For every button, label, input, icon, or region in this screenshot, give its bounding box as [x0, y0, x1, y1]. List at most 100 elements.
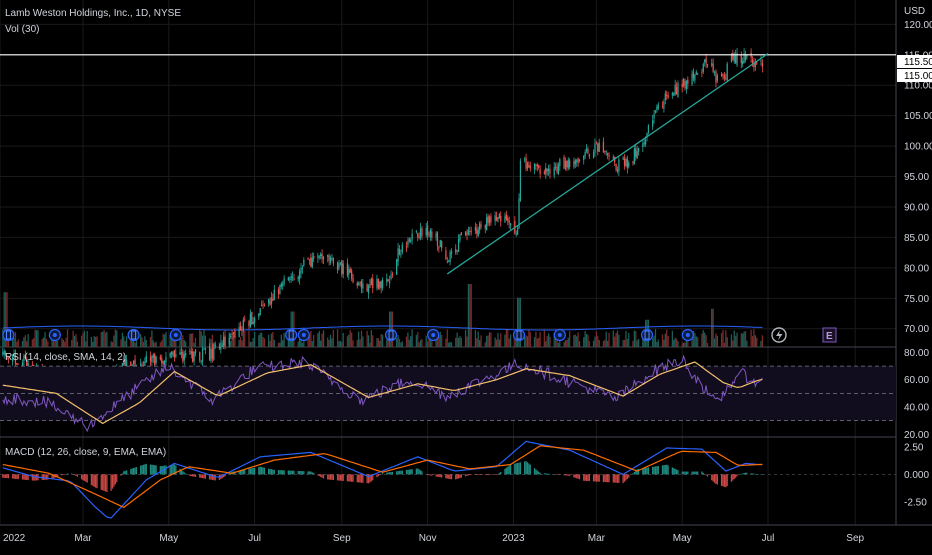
event-markers[interactable]	[2, 328, 694, 342]
volume-legend[interactable]: Vol (30)	[5, 24, 40, 35]
macd-hist-bar	[321, 474, 323, 478]
event-marker[interactable]	[640, 328, 654, 342]
volume-bar	[100, 332, 102, 347]
event-marker[interactable]	[681, 328, 694, 342]
event-marker[interactable]	[553, 328, 566, 342]
macd-hist-bar	[675, 469, 678, 475]
volume-bar	[425, 335, 427, 347]
macd-hist-bar	[21, 474, 24, 480]
volume-bar	[681, 342, 683, 347]
time-axis[interactable]: 2022 Mar May Jul Sep Nov 2023 Mar May Jul Sep	[3, 533, 865, 544]
macd-hist-bar	[469, 474, 471, 475]
macd-legend[interactable]: MACD (12, 26, close, 9, EMA, EMA)	[5, 447, 167, 458]
volume-bar	[307, 331, 309, 347]
event-marker[interactable]	[384, 328, 398, 342]
candle-body	[125, 359, 128, 369]
volume-bar	[367, 335, 370, 347]
macd-hist-bar	[740, 473, 742, 475]
macd-hist-bar	[486, 474, 488, 476]
macd-hist-bar	[175, 465, 177, 475]
macd-axis[interactable]: 2.50 0.000 -2.50	[904, 442, 929, 508]
event-marker[interactable]	[127, 328, 140, 342]
volume-bar	[466, 336, 468, 347]
candle-body	[329, 258, 332, 263]
candle-body	[239, 325, 242, 331]
macd-hist-bar	[742, 473, 744, 475]
candle-body	[753, 63, 755, 68]
candle-body	[249, 313, 252, 328]
volume-bar	[57, 341, 59, 347]
rsi-axis[interactable]: 80.00 60.00 40.00 20.00	[904, 348, 929, 441]
macd-hist-bar	[249, 468, 252, 475]
volume-bar	[297, 341, 299, 347]
svg-text:E: E	[826, 331, 833, 342]
candle-body	[654, 110, 657, 113]
candle-body	[545, 167, 547, 175]
macd-hist-bar	[95, 474, 97, 488]
macd-hist-bar	[656, 466, 658, 475]
event-marker[interactable]	[512, 328, 526, 342]
volume-bar	[545, 341, 547, 347]
rsi-legend[interactable]: RSI (14, close, SMA, 14, 2)	[5, 352, 127, 363]
candle-body	[339, 262, 342, 264]
macd-hist-bar	[694, 471, 696, 475]
ascending-trendline[interactable]	[446, 53, 769, 275]
macd-hist-bar	[272, 469, 274, 475]
volume-bar	[726, 337, 728, 347]
macd-hist-bar	[546, 473, 548, 475]
macd-hist-bar	[426, 474, 429, 475]
lightning-icon[interactable]	[771, 327, 787, 343]
candle-body	[438, 247, 440, 249]
candle-body	[625, 159, 627, 167]
volume-bar	[322, 330, 325, 347]
event-marker[interactable]	[285, 328, 298, 342]
signal-line	[2, 445, 763, 509]
earnings-flag-icon[interactable]: E	[822, 327, 837, 343]
price-tick-label: 95.00	[904, 172, 929, 183]
macd-hist-bar	[213, 474, 215, 481]
volume-bar	[410, 336, 412, 347]
candle-body	[644, 139, 647, 145]
candle-body	[507, 217, 509, 221]
symbol-legend[interactable]: Lamb Weston Holdings, Inc., 1D, NYSE	[5, 8, 182, 19]
macd-hist-bar	[159, 466, 161, 475]
macd-hist-bar	[152, 464, 154, 475]
macd-hist-bar	[331, 474, 333, 480]
volume-bar	[379, 340, 381, 347]
event-marker[interactable]	[427, 328, 440, 342]
volume-bar	[75, 334, 77, 347]
candle-body	[297, 276, 299, 280]
macd-hist-bar	[221, 474, 223, 479]
candle-body	[754, 61, 756, 68]
volume-bar	[408, 339, 410, 347]
macd-hist-bar	[214, 474, 216, 481]
volume-bar	[746, 340, 748, 347]
volume-bar	[106, 331, 108, 347]
volume-bar	[102, 331, 104, 347]
candle-body	[381, 280, 384, 288]
candle-body	[367, 286, 370, 294]
candle-body	[543, 171, 545, 174]
volume-bar	[480, 335, 482, 347]
event-marker[interactable]	[169, 328, 182, 342]
macd-hist-bar	[327, 474, 329, 480]
macd-hist-bar	[75, 474, 77, 476]
event-marker-circle	[127, 328, 140, 342]
candle-body	[268, 299, 270, 304]
macd-hist-bar	[307, 471, 309, 475]
candle-body	[538, 165, 540, 168]
macd-hist-bar	[417, 468, 419, 475]
candle-body	[224, 336, 226, 347]
event-marker[interactable]	[2, 328, 15, 342]
volume-bar	[4, 292, 7, 347]
macd-hist-bar	[663, 465, 665, 475]
macd-hist-bar	[500, 471, 502, 475]
event-marker[interactable]	[48, 328, 61, 342]
volume-bar	[567, 337, 569, 347]
candle-body	[218, 346, 221, 349]
event-marker[interactable]	[297, 328, 310, 342]
volume-bar	[162, 333, 164, 347]
macd-hist-bar	[598, 474, 600, 482]
